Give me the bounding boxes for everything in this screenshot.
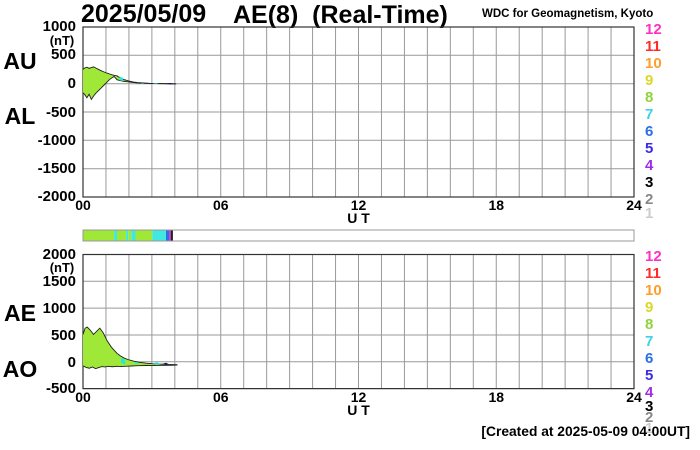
svg-text:6: 6 [645, 350, 653, 367]
svg-text:-2000: -2000 [38, 188, 76, 205]
svg-text:0: 0 [68, 354, 76, 371]
svg-text:500: 500 [51, 327, 76, 344]
svg-text:(nT): (nT) [50, 260, 75, 275]
svg-text:24: 24 [626, 197, 642, 213]
svg-text:5: 5 [645, 140, 653, 157]
svg-text:6: 6 [645, 123, 653, 140]
svg-text:18: 18 [489, 389, 505, 405]
svg-text:[Created at 2025-05-09 04:00UT: [Created at 2025-05-09 04:00UT] [481, 424, 690, 439]
svg-text:4: 4 [645, 157, 654, 174]
svg-text:AE: AE [4, 300, 36, 326]
svg-text:U T: U T [347, 210, 370, 226]
svg-text:06: 06 [213, 197, 229, 213]
svg-text:-500: -500 [46, 104, 76, 121]
svg-text:8: 8 [645, 316, 653, 333]
svg-text:0: 0 [68, 75, 76, 92]
svg-text:AU: AU [3, 48, 36, 74]
svg-text:-1500: -1500 [38, 160, 76, 177]
svg-text:7: 7 [645, 333, 653, 350]
svg-text:500: 500 [51, 46, 76, 63]
svg-text:24: 24 [626, 389, 642, 405]
svg-text:10: 10 [645, 55, 662, 72]
svg-text:10: 10 [645, 282, 662, 299]
svg-text:1000: 1000 [43, 300, 76, 317]
svg-text:06: 06 [213, 389, 229, 405]
svg-text:7: 7 [645, 106, 653, 123]
svg-text:12: 12 [645, 248, 662, 265]
svg-text:11: 11 [645, 265, 661, 282]
svg-text:18: 18 [489, 197, 505, 213]
svg-text:-1000: -1000 [38, 132, 76, 149]
svg-text:8: 8 [645, 89, 653, 106]
svg-text:11: 11 [645, 38, 661, 55]
svg-text:(nT): (nT) [50, 33, 75, 48]
svg-text:U T: U T [347, 402, 370, 418]
svg-text:12: 12 [645, 21, 662, 38]
svg-text:00: 00 [75, 389, 91, 405]
svg-text:AO: AO [3, 356, 38, 382]
svg-text:1: 1 [645, 205, 653, 222]
svg-text:9: 9 [645, 72, 653, 89]
svg-text:5: 5 [645, 367, 653, 384]
svg-text:3: 3 [645, 174, 653, 191]
svg-text:AL: AL [5, 103, 36, 129]
svg-text:00: 00 [75, 197, 91, 213]
svg-text:1500: 1500 [43, 273, 76, 290]
svg-text:-500: -500 [46, 380, 76, 397]
svg-text:9: 9 [645, 299, 653, 316]
